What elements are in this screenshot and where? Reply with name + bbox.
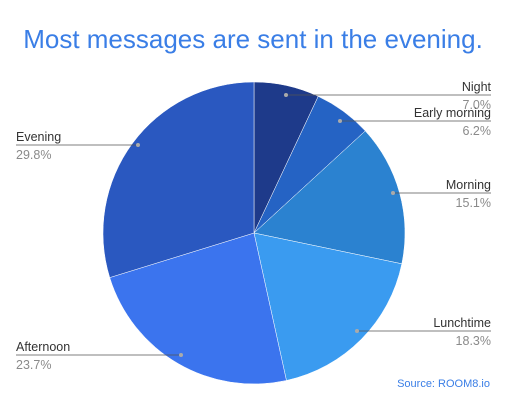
source-note: Source: ROOM8.io: [397, 378, 490, 390]
slice-label-early-morning: Early morning 6.2%: [338, 106, 491, 138]
slice-label-name: Afternoon: [16, 340, 70, 354]
slice-label-percent: 29.8%: [16, 148, 51, 162]
leader-dot: [391, 191, 395, 195]
pie-slice-afternoon: [109, 232, 287, 385]
pie-slice-evening: [102, 81, 255, 278]
leader-dot: [136, 143, 140, 147]
leader-dot: [284, 93, 288, 97]
slice-label-percent: 7.0%: [463, 98, 492, 112]
pie-slice-lunchtime: [253, 232, 403, 381]
leader-dot: [179, 353, 183, 357]
slice-labels: Night 7.0%Early morning 6.2% Morning 15.1% Lu…: [16, 80, 492, 372]
leader-dot: [338, 119, 342, 123]
slice-label-name: Night: [462, 80, 492, 94]
slice-label-percent: 23.7%: [16, 358, 51, 372]
slice-label-name: Evening: [16, 130, 61, 144]
slice-label-name: Lunchtime: [433, 316, 491, 330]
slice-label-percent: 18.3%: [456, 334, 491, 348]
slice-label-morning: Morning 15.1%: [391, 178, 491, 210]
slice-label-percent: 15.1%: [456, 196, 491, 210]
chart-title: Most messages are sent in the evening.: [23, 24, 483, 54]
slice-label-lunchtime: Lunchtime 18.3%: [355, 316, 491, 348]
slice-label-name: Morning: [446, 178, 491, 192]
slice-label-night: Night 7.0%: [284, 80, 492, 112]
slice-label-afternoon: Afternoon 23.7%: [16, 340, 183, 372]
slice-label-percent: 6.2%: [463, 124, 492, 138]
slice-label-name: Early morning: [414, 106, 491, 120]
leader-dot: [355, 329, 359, 333]
pie-slices: [102, 81, 406, 385]
slice-label-evening: Evening 29.8%: [16, 130, 140, 162]
